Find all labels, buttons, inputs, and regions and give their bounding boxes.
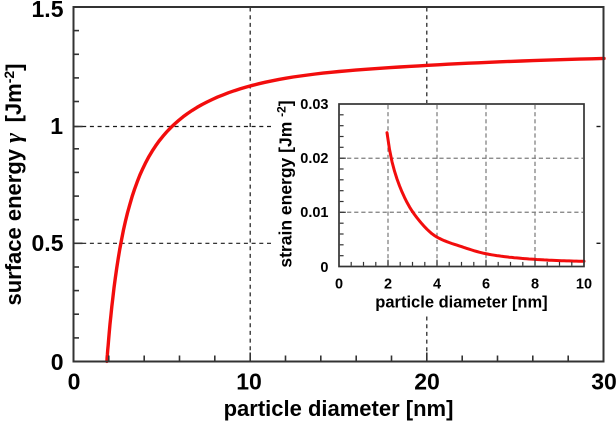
svg-text:particle diameter [nm]: particle diameter [nm] [224, 396, 454, 421]
svg-text:30: 30 [591, 369, 616, 395]
svg-text:6: 6 [482, 277, 490, 293]
svg-text:1.5: 1.5 [32, 0, 64, 22]
svg-text:2: 2 [384, 277, 392, 293]
svg-text:10: 10 [236, 369, 262, 395]
svg-text:particle diameter [nm]: particle diameter [nm] [375, 294, 547, 312]
svg-text:0: 0 [320, 260, 328, 276]
svg-text:0: 0 [51, 349, 64, 375]
svg-text:1: 1 [50, 113, 63, 139]
svg-text:strain energy [Jm -2]: strain energy [Jm -2] [275, 100, 296, 267]
svg-text:0.02: 0.02 [300, 151, 328, 167]
svg-text:8: 8 [531, 277, 539, 293]
svg-text:0: 0 [68, 369, 81, 395]
svg-text:0.5: 0.5 [32, 230, 64, 256]
svg-text:10: 10 [576, 277, 592, 293]
svg-text:4: 4 [433, 277, 441, 293]
svg-text:surface energy γ [Jm-2]: surface energy γ [Jm-2] [1, 63, 27, 305]
svg-text:0: 0 [335, 277, 343, 293]
svg-text:0.01: 0.01 [300, 205, 328, 221]
svg-text:20: 20 [414, 369, 440, 395]
svg-text:0.03: 0.03 [300, 97, 328, 113]
